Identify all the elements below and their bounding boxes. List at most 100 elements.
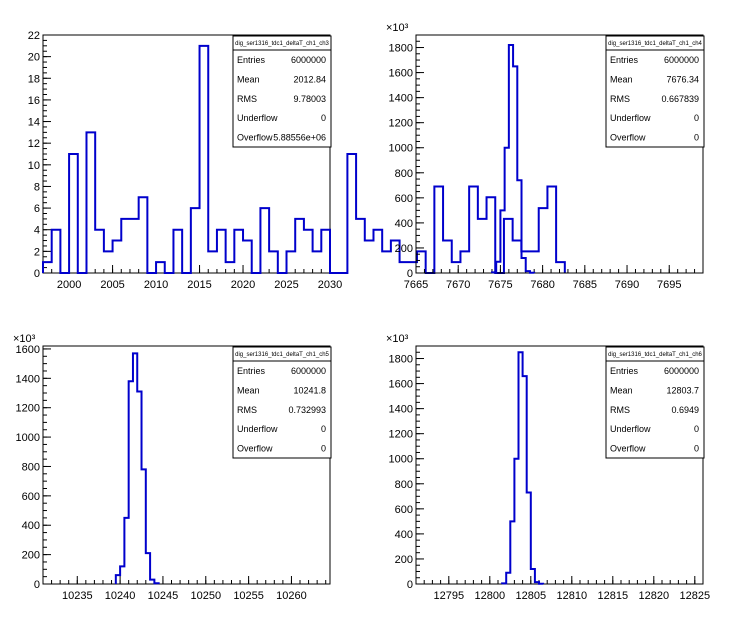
histogram-bin xyxy=(452,262,461,273)
stats-value: 12803.7 xyxy=(666,385,699,395)
y-tick-label: 22 xyxy=(28,30,40,42)
stats-value: 0.732993 xyxy=(288,405,326,415)
y-tick-label: 200 xyxy=(395,554,413,566)
stats-value: 2012.84 xyxy=(293,74,326,84)
stats-value: 0 xyxy=(321,113,326,123)
y-tick-label: 1200 xyxy=(16,403,40,415)
y-tick-label: 1400 xyxy=(389,404,413,416)
histogram-bin xyxy=(295,219,304,273)
y-tick-label: 1800 xyxy=(389,354,413,366)
stats-title: dig_ser1316_tdc1_deltaT_ch1_ch6 xyxy=(608,352,702,358)
histogram-series xyxy=(490,44,536,274)
stats-value: 0 xyxy=(694,113,699,123)
x-tick-label: 12805 xyxy=(516,590,547,602)
y-tick-label: 4 xyxy=(34,225,40,237)
y-tick-label: 12 xyxy=(28,138,40,150)
y-tick-label: 1800 xyxy=(389,43,413,55)
stats-label: Underflow xyxy=(610,113,651,123)
y-tick-label: 1000 xyxy=(16,432,40,444)
histogram-bin xyxy=(208,251,217,273)
histogram-bin xyxy=(321,230,330,273)
histogram-bin xyxy=(260,208,269,273)
histogram-bin xyxy=(95,230,104,273)
histogram-bin xyxy=(443,241,452,273)
histogram-bin xyxy=(460,251,469,273)
x-tick-label: 2000 xyxy=(57,279,81,291)
histogram-bin xyxy=(69,154,78,273)
stats-label: Overflow xyxy=(610,444,646,454)
x-tick-label: 2020 xyxy=(231,279,255,291)
y-tick-label: 800 xyxy=(395,479,413,491)
histogram-bin xyxy=(139,197,148,273)
y-tick-label: 1600 xyxy=(389,68,413,80)
x-tick-label: 7685 xyxy=(573,279,597,291)
stats-label: Overflow xyxy=(610,133,646,143)
histogram-bin xyxy=(373,230,382,273)
histogram-bin xyxy=(356,219,365,273)
x-tick-label: 10260 xyxy=(276,590,307,602)
stats-value: 0 xyxy=(321,424,326,434)
stats-value: 0 xyxy=(321,444,326,454)
stats-label: Entries xyxy=(610,55,639,65)
stats-value: 6000000 xyxy=(664,366,699,376)
histogram-bin xyxy=(382,251,391,273)
y-tick-label: 2 xyxy=(34,246,40,258)
histogram-bin xyxy=(52,230,61,273)
plot-frame xyxy=(42,345,331,585)
histogram-bin xyxy=(243,241,252,273)
stats-value: 0.6949 xyxy=(671,405,699,415)
y-tick-label: 10 xyxy=(28,160,40,172)
x-tick-label: 12810 xyxy=(557,590,588,602)
x-tick-label: 10255 xyxy=(233,590,264,602)
histogram-bin xyxy=(269,251,278,273)
stats-box xyxy=(232,346,332,459)
y-tick-label: 400 xyxy=(395,218,413,230)
y-tick-label: 1200 xyxy=(389,118,413,130)
x-tick-label: 2010 xyxy=(144,279,168,291)
histogram-bin xyxy=(304,230,313,273)
y-tick-label: 8 xyxy=(34,181,40,193)
stats-label: RMS xyxy=(610,405,630,415)
stats-value: 0 xyxy=(694,444,699,454)
x-tick-label: 7665 xyxy=(404,279,428,291)
histogram-bin xyxy=(434,186,443,273)
y-exponent-label: ×10³ xyxy=(386,22,409,34)
stats-label: Entries xyxy=(610,366,639,376)
x-tick-label: 2025 xyxy=(274,279,298,291)
y-tick-label: 200 xyxy=(395,243,413,255)
stats-box xyxy=(605,35,705,148)
histogram-bin xyxy=(121,219,130,273)
histogram-bin xyxy=(287,251,296,273)
y-tick-label: 6 xyxy=(34,203,40,215)
histogram-bin xyxy=(539,208,548,273)
y-tick-label: 1200 xyxy=(389,429,413,441)
histogram-series xyxy=(501,351,545,585)
histogram-panel-ch5: 0 200 400 600 800 1000 1200 1400 1600 10235 10240 1… xyxy=(13,333,332,602)
stats-value: 0.667839 xyxy=(661,94,699,104)
y-tick-label: 600 xyxy=(395,504,413,516)
histogram-bin xyxy=(556,262,565,273)
x-tick-label: 2005 xyxy=(100,279,124,291)
stats-box xyxy=(605,346,705,459)
histogram-bin xyxy=(513,241,522,273)
stats-value: 6000000 xyxy=(291,366,326,376)
x-tick-label: 12825 xyxy=(680,590,711,602)
stats-label: Mean xyxy=(610,385,633,395)
stats-label: Underflow xyxy=(237,113,278,123)
y-tick-label: 0 xyxy=(34,268,40,280)
x-tick-label: 12800 xyxy=(475,590,506,602)
y-tick-label: 1400 xyxy=(389,93,413,105)
x-tick-label: 2015 xyxy=(187,279,211,291)
histogram-bin xyxy=(487,197,496,273)
y-tick-label: 1600 xyxy=(389,379,413,391)
stats-label: Entries xyxy=(237,55,266,65)
stats-value: 0 xyxy=(694,133,699,143)
stats-label: Mean xyxy=(237,74,260,84)
histogram-bin xyxy=(86,132,95,273)
y-tick-label: 200 xyxy=(22,550,40,562)
stats-label: RMS xyxy=(610,94,630,104)
x-tick-label: 12815 xyxy=(598,590,629,602)
histogram-bin xyxy=(504,219,513,273)
stats-value: 9.78003 xyxy=(293,94,326,104)
x-tick-label: 10245 xyxy=(148,590,179,602)
